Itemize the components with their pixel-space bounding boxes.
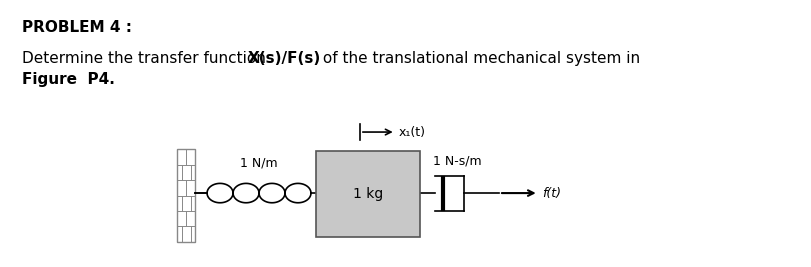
Text: X(s)/F(s): X(s)/F(s) xyxy=(247,51,321,66)
Text: PROBLEM 4 :: PROBLEM 4 : xyxy=(22,20,132,35)
Text: x₁(t): x₁(t) xyxy=(398,125,426,139)
Text: 1 kg: 1 kg xyxy=(353,187,383,201)
Text: Figure  P4.: Figure P4. xyxy=(22,72,115,87)
Text: f(t): f(t) xyxy=(543,187,561,199)
Bar xyxy=(316,151,420,237)
Bar xyxy=(178,150,195,242)
Text: 1 N/m: 1 N/m xyxy=(240,157,278,170)
Text: of the translational mechanical system in: of the translational mechanical system i… xyxy=(318,51,640,66)
Text: Determine the transfer function: Determine the transfer function xyxy=(22,51,271,66)
Text: 1 N-s/m: 1 N-s/m xyxy=(433,155,482,168)
